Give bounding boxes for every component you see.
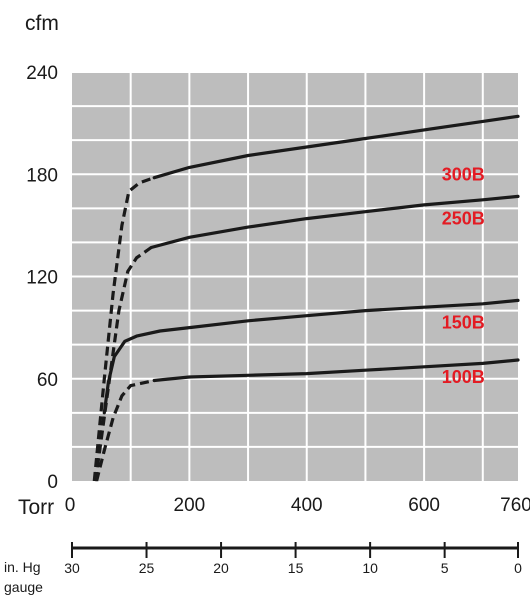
- secondary-axis-tick-label: 10: [362, 560, 378, 576]
- x-tick-label: 760: [500, 495, 530, 516]
- x-unit-label: Torr: [18, 496, 54, 519]
- series-lines: [92, 114, 520, 482]
- y-tick-label: 60: [37, 370, 58, 391]
- y-tick-label: 180: [26, 165, 58, 186]
- x-tick-label: 0: [65, 495, 76, 516]
- x-tick-label: 200: [174, 495, 206, 516]
- series-150B-line: [102, 298, 520, 415]
- plot-area: [72, 71, 518, 481]
- secondary-axis-label-line2: gauge: [4, 579, 43, 595]
- secondary-axis-tick-label: 30: [64, 560, 80, 576]
- x-tick-label: 600: [408, 495, 440, 516]
- series-100B-dashed-segment: [95, 378, 155, 482]
- series-300B-dashed-segment: [92, 176, 155, 482]
- series-300B-line: [152, 114, 520, 180]
- secondary-axis-tick-label: 0: [514, 560, 522, 576]
- secondary-axis-label-line1: in. Hg: [4, 559, 41, 575]
- axes: 0 60 120 180 240 cfm Torr 0 200 400 600 760: [18, 12, 530, 519]
- y-tick-label: 240: [26, 63, 58, 84]
- series-label-100B: 100B: [442, 367, 485, 387]
- series-label-150B: 150B: [442, 313, 485, 333]
- y-unit-label: cfm: [25, 12, 59, 35]
- secondary-axis-tick-label: 20: [213, 560, 229, 576]
- secondary-axis: 30 25 20 15 10 5 0 in. Hg gauge: [4, 542, 522, 595]
- series-label-250B: 250B: [442, 209, 485, 229]
- series-label-300B: 300B: [442, 164, 485, 184]
- secondary-axis-tick-label: 15: [288, 560, 304, 576]
- x-tick-label: 400: [291, 495, 323, 516]
- y-tick-label: 0: [47, 472, 58, 493]
- secondary-axis-tick-label: 5: [441, 560, 449, 576]
- series-150B-dashed-segment: [93, 412, 106, 482]
- series-labels: 300B 250B 150B 100B: [442, 164, 485, 387]
- secondary-axis-tick-label: 25: [139, 560, 155, 576]
- series-100B-line: [152, 358, 520, 383]
- series-250B-line: [149, 194, 520, 250]
- y-tick-label: 120: [26, 268, 58, 289]
